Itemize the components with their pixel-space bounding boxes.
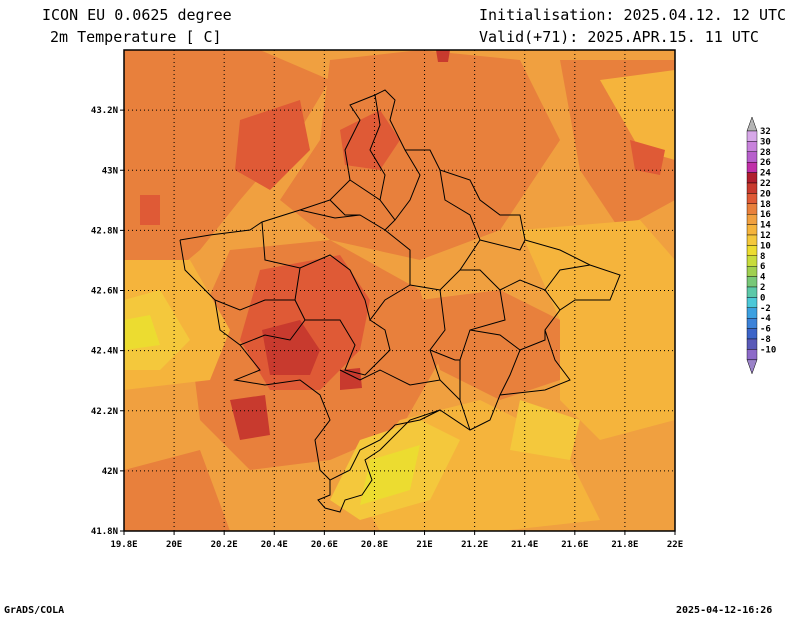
colorbar-swatch: [746, 203, 758, 215]
temperature-field: [124, 50, 675, 531]
colorbar-swatch: [746, 234, 758, 246]
colorbar-level-label: 28: [760, 148, 771, 158]
colorbar-level-label: 18: [760, 200, 771, 210]
colorbar-min-arrow: [746, 359, 758, 375]
lon-tick-label: 20E: [166, 540, 182, 550]
colorbar-swatch: [746, 297, 758, 308]
colorbar-swatch: [746, 141, 758, 152]
colorbar-level-label: 4: [760, 273, 766, 283]
colorbar-level-label: 12: [760, 231, 771, 241]
lon-tick-label: 21.8E: [611, 540, 638, 550]
latitude-tick-labels: 43.2N 43N 42.8N 42.6N 42.4N 42.2N 42N 41.8N: [91, 106, 124, 537]
colorbar-level-label: 10: [760, 241, 771, 251]
colorbar-swatch: [746, 328, 758, 340]
colorbar-level-label: -8: [760, 335, 771, 345]
colorbar-swatch: [746, 266, 758, 277]
colorbar-level-label: 32: [760, 127, 771, 137]
colorbar-level-label: 2: [760, 283, 765, 293]
model-title: ICON EU 0.0625 degree: [42, 6, 232, 24]
colorbar-level-label: 26: [760, 158, 771, 168]
credit-label: GrADS/COLA: [4, 605, 65, 616]
initialisation-time: Initialisation: 2025.04.12. 12 UTC: [479, 6, 787, 24]
colorbar-level-label: 14: [760, 221, 771, 231]
colorbar-level-label: -6: [760, 325, 771, 335]
colorbar-swatch: [746, 161, 758, 173]
variable-title: 2m Temperature [ C]: [50, 28, 222, 46]
colorbar-swatch: [746, 338, 758, 350]
colorbar-level-label: 0: [760, 293, 765, 303]
lon-tick-label: 20.6E: [311, 540, 338, 550]
colorbar-swatch: [746, 151, 758, 163]
lat-tick-label: 43.2N: [91, 106, 118, 116]
colorbar-swatch: [746, 307, 758, 319]
colorbar-level-label: 20: [760, 189, 771, 199]
lat-tick-label: 43N: [102, 166, 118, 176]
colorbar-swatch: [746, 130, 758, 142]
colorbar-level-label: 22: [760, 179, 771, 189]
colorbar-swatch: [746, 182, 758, 194]
lat-tick-label: 42.2N: [91, 407, 118, 417]
colorbar-swatch: [746, 349, 758, 360]
admin-boundaries: [179, 89, 621, 513]
colorbar-level-label: -2: [760, 304, 771, 314]
colorbar-level-label: 16: [760, 210, 771, 220]
lon-tick-label: 21E: [416, 540, 432, 550]
colorbar-swatch: [746, 245, 758, 256]
render-timestamp: 2025-04-12-16:26: [676, 605, 773, 616]
colorbar-level-label: -4: [760, 314, 771, 324]
colorbar-swatch: [746, 276, 758, 288]
lon-tick-label: 20.4E: [261, 540, 288, 550]
lat-tick-label: 42.4N: [91, 347, 118, 357]
lon-tick-label: 21.2E: [461, 540, 488, 550]
colorbar-swatch: [746, 224, 758, 236]
colorbar-swatch: [746, 172, 758, 184]
colorbar-level-label: 6: [760, 262, 765, 272]
colorbar-level-label: 24: [760, 169, 771, 179]
colorbar-max-arrow: [746, 116, 758, 132]
longitude-tick-labels: 19.8E 20E 20.2E 20.4E 20.6E 20.8E 21E 21.2E 21.4…: [110, 531, 683, 550]
lon-tick-label: 21.6E: [561, 540, 588, 550]
lon-tick-label: 20.2E: [211, 540, 238, 550]
colorbar-level-label: -10: [760, 345, 776, 355]
colorbar-level-label: 8: [760, 252, 765, 262]
lon-tick-label: 20.8E: [361, 540, 388, 550]
colorbar-swatch: [746, 193, 758, 204]
lat-tick-label: 42N: [102, 467, 118, 477]
colorbar-swatch: [746, 286, 758, 298]
colorbar-swatch: [746, 255, 758, 267]
lon-tick-label: 21.4E: [511, 540, 538, 550]
lat-tick-label: 42.8N: [91, 226, 118, 236]
colorbar-swatch: [746, 213, 758, 225]
lon-tick-label: 19.8E: [110, 540, 137, 550]
colorbar-swatch: [746, 318, 758, 329]
colorbar-level-label: 30: [760, 137, 771, 147]
lat-tick-label: 42.6N: [91, 287, 118, 297]
lon-tick-label: 22E: [667, 540, 683, 550]
lat-tick-label: 41.8N: [91, 527, 118, 537]
valid-time: Valid(+71): 2025.APR.15. 11 UTC: [479, 28, 759, 46]
